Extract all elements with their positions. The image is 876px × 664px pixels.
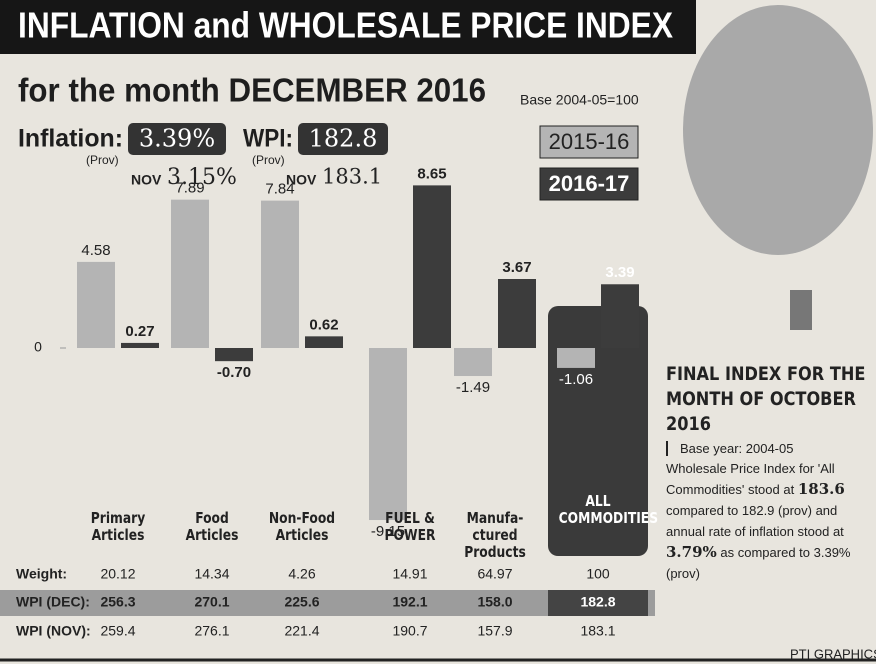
table-cell: 100	[586, 566, 610, 582]
table-cell: 256.3	[100, 594, 135, 610]
inflation-value: 3.39%	[139, 125, 215, 153]
legend-label: 2016-17	[549, 171, 630, 196]
table-cell: 259.4	[100, 623, 135, 639]
value-label: 3.67	[502, 259, 531, 276]
bar	[557, 348, 595, 368]
side-text-part: 3.79%	[666, 543, 717, 561]
bar	[369, 348, 407, 520]
infographic: INFLATION and WHOLESALE PRICE INDEX for …	[0, 0, 876, 664]
nov-label: NOV	[131, 172, 162, 188]
bar	[413, 185, 451, 348]
table-cell: 192.1	[392, 594, 427, 610]
side-text-part: compared to 182.9 (prov) and annual rate…	[666, 503, 844, 539]
value-label: 0.27	[125, 323, 154, 340]
value-label: 7.84	[265, 181, 294, 198]
side-base: Base year: 2004-05	[666, 441, 871, 456]
balloon	[683, 5, 873, 255]
table-cell: 182.8	[580, 594, 615, 610]
table-cell: 158.0	[477, 594, 512, 610]
table-cell: 4.26	[288, 566, 315, 582]
x-tick-label: Manufa- ctured Products	[456, 510, 535, 561]
table-cell: 20.12	[100, 566, 135, 582]
x-tick-label: Non-Food Articles	[263, 510, 342, 544]
value-label: 4.58	[81, 242, 110, 259]
bar	[498, 279, 536, 348]
wpi-label: WPI:	[243, 125, 293, 153]
bar	[261, 201, 299, 348]
prov-note: (Prov)	[252, 153, 285, 167]
inflation-label: Inflation:	[18, 125, 123, 153]
wpi-value: 182.8	[309, 125, 378, 153]
side-text: Wholesale Price Index for 'All Commoditi…	[666, 458, 871, 584]
row-label: WPI (NOV):	[16, 623, 91, 639]
value-label: 8.65	[417, 165, 446, 182]
wpi-nov: 183.1	[322, 165, 382, 189]
side-text-part: 183.6	[798, 480, 845, 498]
bar	[601, 284, 639, 348]
value-label: 3.39	[605, 264, 634, 281]
y-tick-label: 0	[34, 339, 42, 355]
row-label: WPI (DEC):	[16, 594, 90, 610]
table-cell: 14.91	[392, 566, 427, 582]
table-cell: 190.7	[392, 623, 427, 639]
table-cell: 14.34	[194, 566, 229, 582]
side-title: FINAL INDEX FOR THE MONTH OF OCTOBER 201…	[666, 362, 870, 437]
prov-note: (Prov)	[86, 153, 119, 167]
value-label: -1.06	[559, 371, 593, 388]
value-label: -0.70	[217, 364, 251, 381]
value-label: -1.49	[456, 379, 490, 396]
x-tick-label: Food Articles	[173, 510, 252, 544]
table-cell: 276.1	[194, 623, 229, 639]
side-note: FINAL INDEX FOR THE MONTH OF OCTOBER 201…	[666, 362, 871, 584]
x-tick-label: Primary Articles	[79, 510, 158, 544]
x-tick-label: ALL COMMODITIES	[559, 493, 638, 527]
table-cell: 221.4	[284, 623, 319, 639]
table-cell: 225.6	[284, 594, 319, 610]
value-label: 0.62	[309, 316, 338, 333]
x-tick-label: FUEL & POWER	[371, 510, 450, 544]
bar	[77, 262, 115, 348]
row-label: Weight:	[16, 566, 67, 582]
bar	[215, 348, 253, 361]
table-cell: 157.9	[477, 623, 512, 639]
table-cell: 64.97	[477, 566, 512, 582]
bar	[121, 343, 159, 348]
balloon-basket	[790, 290, 812, 330]
bar	[305, 336, 343, 348]
bar	[454, 348, 492, 376]
table-cell: 270.1	[194, 594, 229, 610]
legend-label: 2015-16	[549, 129, 630, 154]
table-cell: 183.1	[580, 623, 615, 639]
credit: PTI GRAPHICS	[790, 646, 876, 661]
base-note: Base 2004-05=100	[520, 92, 639, 108]
chart-subtitle: for the month DECEMBER 2016	[18, 72, 486, 109]
bar	[171, 200, 209, 348]
chart-title: INFLATION and WHOLESALE PRICE INDEX	[18, 5, 673, 46]
value-label: 7.89	[175, 180, 204, 197]
